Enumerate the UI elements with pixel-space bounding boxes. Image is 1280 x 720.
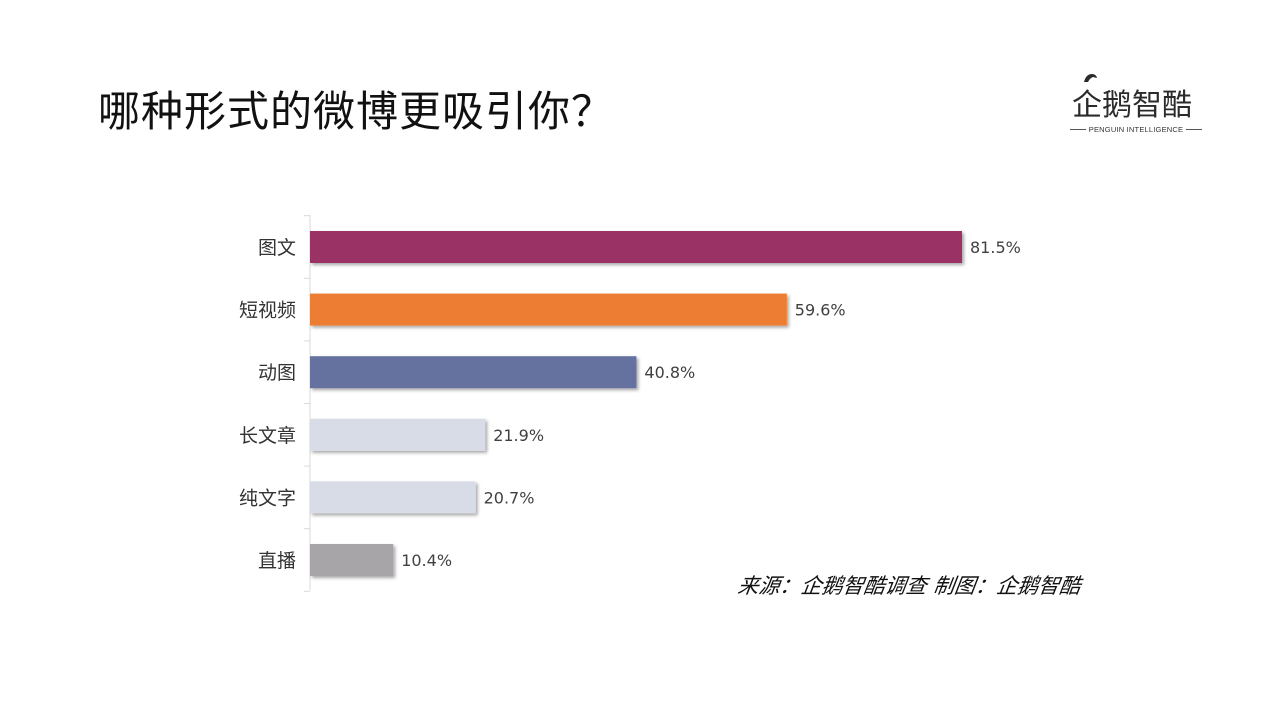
value-label: 20.7% [484, 488, 535, 507]
value-label: 10.4% [401, 551, 452, 570]
logo-tagline: PENGUIN INTELLIGENCE [1088, 124, 1184, 134]
brand-logo: 企鹅智酷 PENGUIN INTELLIGENCE [1070, 74, 1206, 140]
category-label: 图文 [258, 237, 296, 259]
y-axis-ticks [304, 215, 310, 592]
category-label: 动图 [258, 362, 296, 384]
page-title: 哪种形式的微博更吸引你？ [98, 87, 615, 136]
value-label: 59.6% [795, 301, 846, 320]
logo-tagline-row: PENGUIN INTELLIGENCE [1070, 122, 1202, 136]
value-label: 40.8% [644, 363, 695, 382]
bar-3 [310, 418, 486, 451]
category-label: 直播 [258, 550, 296, 572]
penguin-icon [1084, 74, 1097, 82]
bar-5 [310, 544, 394, 576]
bars [310, 231, 962, 576]
logo-divider-right [1186, 128, 1202, 130]
category-label: 长文章 [239, 425, 296, 447]
logo-name: 企鹅智酷 [1072, 88, 1192, 123]
value-label: 21.9% [493, 426, 544, 445]
bar-0 [310, 231, 962, 263]
value-labels: 81.5% 59.6% 40.8% 21.9% 20.7% 10.4% [401, 238, 1021, 570]
bar-2 [310, 356, 637, 389]
bar-1 [310, 293, 787, 326]
category-label: 纯文字 [239, 487, 296, 509]
bar-4 [310, 481, 476, 514]
category-label: 短视频 [239, 300, 296, 322]
logo-divider-left [1070, 128, 1086, 130]
value-label: 81.5% [970, 238, 1021, 257]
source-note: 来源：企鹅智酷调查 制图：企鹅智酷 [736, 574, 1083, 598]
